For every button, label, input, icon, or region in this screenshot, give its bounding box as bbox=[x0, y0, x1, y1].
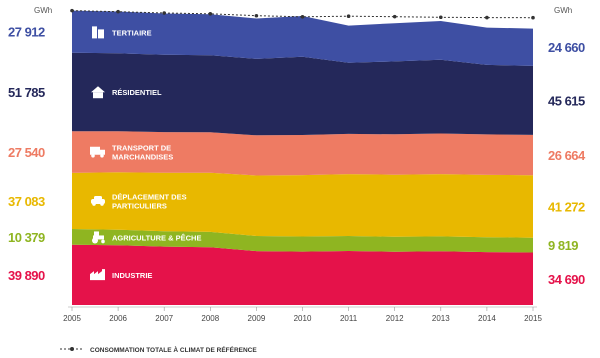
start-value-industrie: 39 890 bbox=[8, 268, 45, 283]
right-unit-label: GWh bbox=[554, 6, 572, 15]
end-value-agriculture-peche: 9 819 bbox=[548, 238, 578, 253]
reference-point bbox=[346, 14, 351, 19]
label-deplacement-des-particuliers: DÉPLACEMENT DES PARTICULIERS bbox=[112, 192, 187, 210]
car-wheel bbox=[100, 202, 104, 206]
area-residentiel bbox=[72, 52, 533, 136]
area-transport-de-marchandises bbox=[72, 131, 533, 176]
truck-cab bbox=[100, 149, 105, 155]
reference-point bbox=[116, 9, 120, 14]
office-tower bbox=[92, 26, 97, 39]
reference-point bbox=[300, 15, 305, 19]
tractor-body bbox=[93, 235, 104, 240]
factory-shape bbox=[90, 269, 105, 281]
x-tick-label: 2008 bbox=[201, 314, 219, 323]
house-icon bbox=[91, 86, 105, 99]
end-values: 34 690 9 819 41 272 26 664 45 615 24 660 bbox=[548, 40, 587, 287]
sector-labels: INDUSTRIE AGRICULTURE & PÊCHE DÉPLACEMENT … bbox=[90, 26, 201, 281]
house-body bbox=[93, 92, 103, 99]
reference-point bbox=[531, 15, 535, 20]
x-tick-label: 2006 bbox=[109, 314, 127, 323]
x-tick-label: 2013 bbox=[432, 314, 450, 323]
label-agriculture-peche: AGRICULTURE & PÊCHE bbox=[112, 233, 201, 242]
unit-labels: GWh GWh bbox=[34, 6, 572, 15]
left-unit-label: GWh bbox=[34, 6, 52, 15]
tractor-icon bbox=[92, 231, 105, 244]
truck-wheel bbox=[91, 153, 95, 158]
truck-cargo bbox=[90, 146, 100, 155]
label-line: RÉSIDENTIEL bbox=[112, 88, 162, 97]
tractor-wheel bbox=[101, 239, 105, 244]
series-layers bbox=[72, 10, 533, 305]
area-tertiaire bbox=[72, 10, 533, 66]
house-roof bbox=[91, 86, 105, 93]
x-tick-label: 2014 bbox=[478, 314, 496, 323]
legend-marker bbox=[70, 347, 74, 351]
label-line: AGRICULTURE & PÊCHE bbox=[112, 233, 201, 242]
x-tick-label: 2009 bbox=[248, 314, 266, 323]
reference-point bbox=[439, 15, 443, 20]
start-value-transport-de-marchandises: 27 540 bbox=[8, 145, 45, 160]
area-industrie bbox=[72, 244, 533, 305]
x-tick-label: 2015 bbox=[524, 314, 542, 323]
office-icon bbox=[92, 26, 104, 39]
car-icon bbox=[91, 195, 105, 206]
x-tick-label: 2005 bbox=[63, 314, 81, 323]
legend-reference-label: CONSOMMATION TOTALE À CLIMAT DE RÉFÉRENC… bbox=[90, 345, 257, 354]
reference-line bbox=[70, 8, 535, 20]
area-agriculture-peche bbox=[72, 229, 533, 253]
start-value-deplacement-des-particuliers: 37 083 bbox=[8, 194, 45, 209]
reference-line-path bbox=[71, 10, 534, 19]
label-transport-de-marchandises: TRANSPORT DE MARCHANDISES bbox=[112, 143, 173, 161]
x-tick-label: 2012 bbox=[386, 314, 404, 323]
reference-point bbox=[392, 14, 397, 19]
start-value-residentiel: 51 785 bbox=[8, 85, 45, 100]
end-value-transport-de-marchandises: 26 664 bbox=[548, 148, 586, 163]
area-deplacement-des-particuliers bbox=[72, 172, 533, 238]
x-tick-label: 2011 bbox=[340, 314, 358, 323]
tractor-wheel bbox=[92, 237, 98, 244]
reference-point bbox=[70, 8, 74, 13]
truck-wheel bbox=[100, 153, 104, 158]
label-line: DÉPLACEMENT DES bbox=[112, 192, 187, 201]
office-block bbox=[98, 29, 104, 39]
reference-point bbox=[208, 11, 213, 16]
x-tick-label: 2007 bbox=[155, 314, 173, 323]
tractor-cab bbox=[94, 231, 99, 237]
label-residentiel: RÉSIDENTIEL bbox=[112, 88, 162, 97]
car-roof bbox=[94, 195, 102, 200]
car-wheel bbox=[92, 202, 96, 206]
end-value-tertiaire: 24 660 bbox=[548, 40, 585, 55]
x-axis: 2005 2006 2007 2008 2009 2010 2011 2012 2013 2014… bbox=[63, 306, 542, 323]
start-value-tertiaire: 27 912 bbox=[8, 25, 45, 40]
factory-icon bbox=[90, 269, 105, 281]
label-tertiaire: TERTIAIRE bbox=[112, 28, 152, 37]
end-value-industrie: 34 690 bbox=[548, 272, 585, 287]
start-values: 39 890 10 379 37 083 27 540 51 785 27 912 bbox=[8, 25, 46, 283]
start-value-agriculture-peche: 10 379 bbox=[8, 230, 45, 245]
label-line: PARTICULIERS bbox=[112, 201, 167, 210]
label-industrie: INDUSTRIE bbox=[112, 271, 152, 280]
label-line: TERTIAIRE bbox=[112, 28, 152, 37]
reference-point bbox=[254, 13, 259, 18]
label-line: INDUSTRIE bbox=[112, 271, 152, 280]
truck-icon bbox=[90, 146, 105, 158]
label-line: MARCHANDISES bbox=[112, 152, 173, 161]
reference-point bbox=[162, 11, 166, 15]
label-line: TRANSPORT DE bbox=[112, 143, 171, 152]
x-tick-label: 2010 bbox=[294, 314, 312, 323]
end-value-residentiel: 45 615 bbox=[548, 93, 585, 108]
end-value-deplacement-des-particuliers: 41 272 bbox=[548, 199, 585, 214]
reference-point bbox=[485, 15, 489, 20]
legend: CONSOMMATION TOTALE À CLIMAT DE RÉFÉRENC… bbox=[60, 345, 257, 354]
